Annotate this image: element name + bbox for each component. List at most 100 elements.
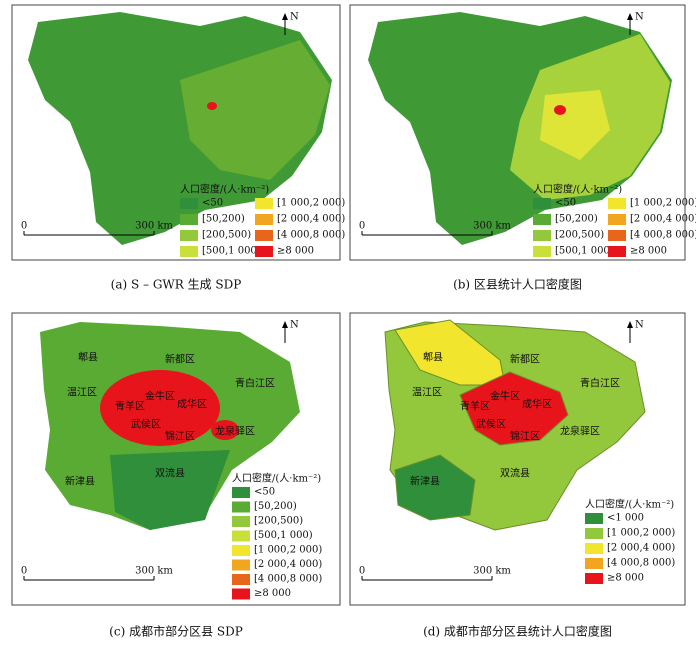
scale-label: 0 — [359, 221, 365, 232]
legend-label: <50 — [202, 198, 223, 209]
legend-swatch — [232, 574, 250, 585]
district-label: 新津县 — [410, 475, 440, 488]
density-region — [110, 450, 230, 530]
north-label: N — [290, 320, 299, 331]
legend-swatch — [255, 214, 273, 225]
district-label: 郫县 — [423, 351, 443, 364]
legend-label: [200,500) — [555, 230, 604, 241]
legend-swatch — [585, 558, 603, 569]
caption: (d) 成都市部分区县统计人口密度图 — [423, 624, 612, 639]
legend-label: <50 — [555, 198, 576, 209]
legend-swatch — [232, 501, 250, 513]
legend-label: ≥8 000 — [607, 573, 644, 584]
district-label: 龙泉驿区 — [215, 425, 255, 438]
legend-swatch — [255, 246, 273, 257]
district-label: 青羊区 — [115, 400, 145, 413]
density-region — [180, 40, 330, 180]
district-label: 青羊区 — [460, 400, 490, 413]
legend-label: [4 000,8 000) — [254, 574, 322, 585]
caption: (a) S – GWR 生成 SDP — [111, 278, 242, 292]
legend-swatch — [585, 573, 603, 584]
legend-label: [50,200) — [202, 214, 245, 225]
legend-label: [1 000,2 000) — [630, 198, 696, 209]
district-region — [394, 454, 476, 521]
district-label: 武侯区 — [131, 418, 161, 431]
district-label: 新津县 — [65, 475, 95, 488]
urban-core — [554, 105, 566, 115]
legend-title: 人口密度/(人·km⁻²) — [232, 472, 321, 485]
scale-label: 300 km — [135, 566, 173, 577]
legend-title: 人口密度/(人·km⁻²) — [585, 498, 674, 511]
legend-label: [2 000,4 000) — [630, 214, 696, 225]
legend-title: 人口密度/(人·km⁻²) — [533, 183, 622, 196]
north-label: N — [290, 12, 299, 23]
legend-label: [200,500) — [202, 230, 251, 241]
legend-label: [4 000,8 000) — [630, 230, 696, 241]
legend-label: [2 000,4 000) — [607, 543, 675, 554]
legend-label: ≥8 000 — [630, 246, 667, 257]
north-label: N — [635, 12, 644, 23]
legend-label: [50,200) — [254, 501, 297, 512]
district-label: 成华区 — [522, 398, 552, 411]
urban-core — [211, 420, 239, 440]
legend-label: [500,1 000) — [254, 530, 313, 541]
urban-core — [207, 102, 217, 110]
legend-label: [2 000,4 000) — [254, 559, 322, 570]
legend-swatch — [180, 214, 198, 225]
district-label: 青白江区 — [580, 377, 620, 390]
district-region — [459, 371, 569, 446]
scale-label: 0 — [21, 221, 27, 232]
legend-swatch — [232, 530, 250, 542]
legend-label: <1 000 — [607, 513, 644, 524]
district-label: 龙泉驿区 — [560, 425, 600, 438]
legend-swatch — [232, 588, 250, 600]
legend-swatch — [585, 513, 603, 524]
district-label: 成华区 — [177, 398, 207, 411]
urban-core — [100, 370, 220, 446]
scale-label: 0 — [359, 566, 365, 577]
legend-label: [500,1 000) — [555, 246, 614, 257]
district-label: 锦江区 — [165, 430, 195, 443]
legend-swatch — [232, 559, 250, 571]
legend-swatch — [180, 230, 198, 241]
district-label: 双流县 — [155, 467, 185, 480]
district-label: 新都区 — [510, 353, 540, 366]
legend-label: [50,200) — [555, 214, 598, 225]
legend-label: [1 000,2 000) — [254, 545, 322, 556]
legend-label: [1 000,2 000) — [277, 198, 345, 209]
legend-label: [2 000,4 000) — [277, 214, 345, 225]
legend-swatch — [533, 214, 551, 225]
legend-label: ≥8 000 — [254, 588, 291, 599]
legend-swatch — [608, 230, 626, 241]
north-arrow-head — [282, 13, 288, 20]
legend-swatch — [232, 487, 250, 498]
legend-label: [4 000,8 000) — [277, 230, 345, 241]
district-label: 温江区 — [67, 387, 97, 399]
legend-swatch — [232, 516, 250, 527]
district-label: 温江区 — [412, 387, 442, 399]
legend-label: ≥8 000 — [277, 246, 314, 257]
legend-label: [4 000,8 000) — [607, 558, 675, 569]
legend-swatch — [585, 528, 603, 539]
legend-swatch — [608, 214, 626, 225]
district-label: 郫县 — [78, 351, 98, 364]
scale-label: 300 km — [473, 221, 511, 232]
scale-label: 0 — [21, 566, 27, 577]
legend-title: 人口密度/(人·km⁻²) — [180, 183, 269, 196]
district-label: 金牛区 — [145, 390, 175, 403]
legend-label: [200,500) — [254, 516, 303, 527]
district-label: 武侯区 — [476, 418, 506, 431]
north-arrow-head — [282, 321, 288, 328]
caption: (c) 成都市部分区县 SDP — [109, 624, 243, 639]
legend-swatch — [180, 246, 198, 257]
district-label: 锦江区 — [510, 430, 540, 443]
district-label: 金牛区 — [490, 390, 520, 403]
north-arrow-head — [627, 321, 633, 328]
district-label: 青白江区 — [235, 377, 275, 390]
district-label: 新都区 — [165, 353, 195, 366]
caption: (b) 区县统计人口密度图 — [453, 277, 582, 292]
legend-swatch — [533, 246, 551, 257]
legend-swatch — [533, 198, 551, 209]
district-label: 双流县 — [500, 467, 530, 480]
